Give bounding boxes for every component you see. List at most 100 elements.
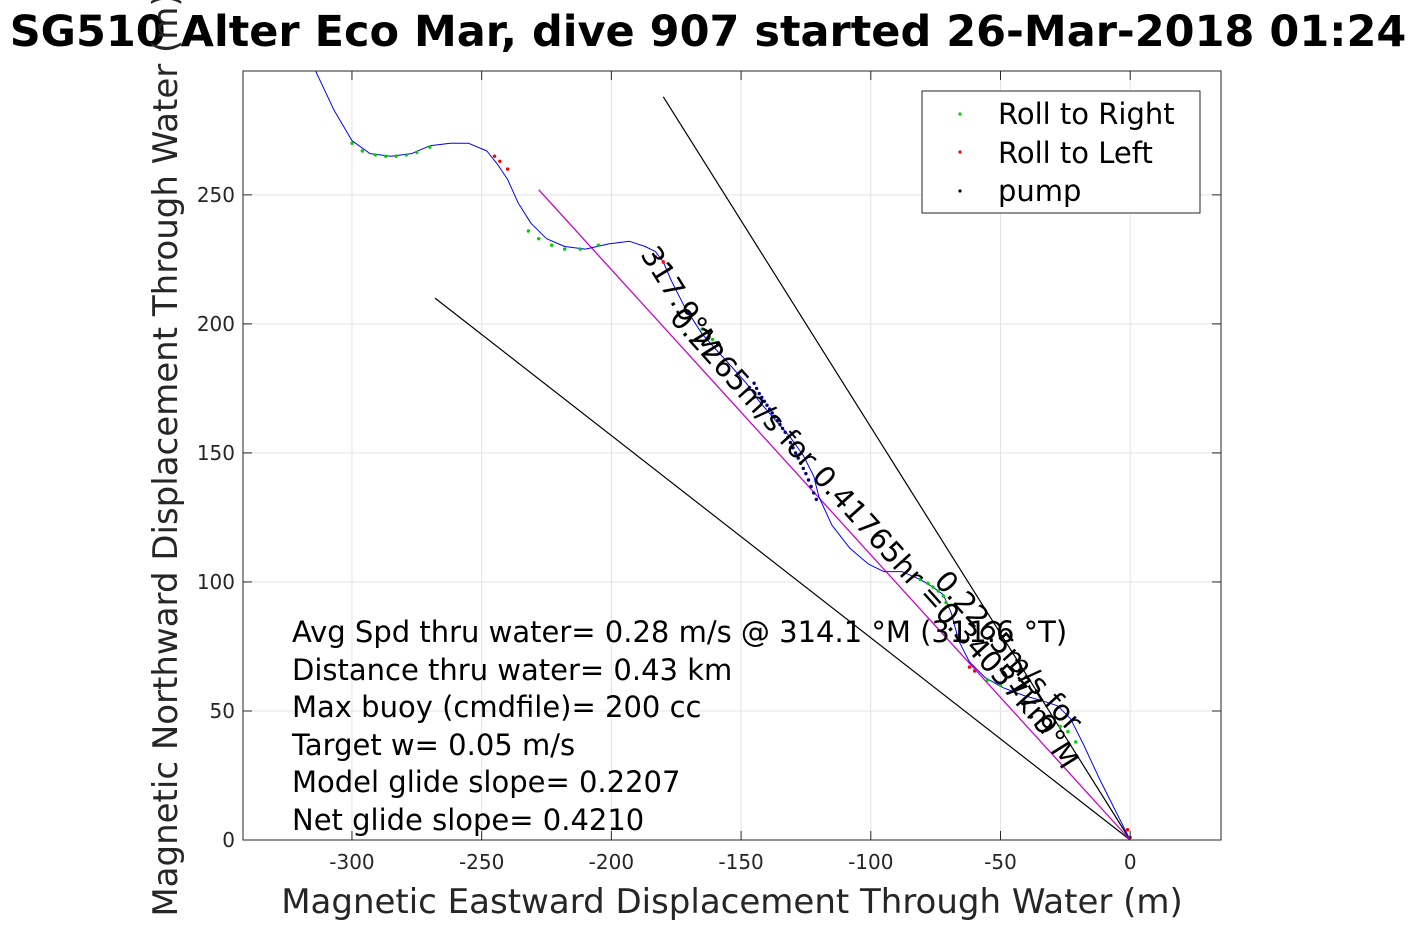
roll-right-point (918, 577, 922, 582)
roll-right-point (578, 247, 582, 251)
x-tick-label: -300 (329, 850, 374, 874)
pump-point (796, 456, 800, 460)
roll-left-point (972, 669, 977, 673)
roll-left-point (505, 167, 510, 171)
roll-and-pump-markers (350, 141, 1132, 840)
roll-right-point (985, 678, 990, 682)
pump-point (765, 403, 769, 407)
roll-right-point (404, 153, 409, 157)
info-model-glide-slope: Model glide slope= 0.2207 (292, 765, 680, 799)
pump-point (775, 419, 780, 423)
x-tick-label: -50 (984, 850, 1017, 874)
y-tick-label: 200 (197, 312, 235, 336)
pump-point (760, 395, 764, 400)
course-cone-lines (434, 96, 1131, 841)
roll-right-point (350, 141, 354, 145)
glider-track (315, 71, 1131, 840)
y-axis-ticks: 0 50 100 150 200 250 (197, 183, 1221, 852)
roll-right-point (596, 243, 601, 247)
x-tick-label: -250 (459, 850, 504, 874)
x-tick-label: -150 (718, 850, 763, 874)
roll-right-point (700, 327, 704, 331)
x-axis-label: Magnetic Eastward Displacement Through W… (281, 882, 1183, 922)
pump-point (791, 446, 795, 450)
y-tick-label: 0 (222, 828, 235, 852)
legend-marker-pump (958, 189, 962, 193)
roll-right-point (373, 153, 377, 157)
roll-right-point (394, 154, 398, 158)
legend-label-roll-right: Roll to Right (998, 97, 1175, 131)
y-axis-label: Magnetic Northward Displacement Through … (146, 0, 186, 917)
roll-right-point (360, 149, 364, 153)
legend-label-pump: pump (998, 174, 1081, 208)
roll-left-point (498, 159, 502, 163)
pump-point (801, 466, 805, 471)
roll-right-point (1058, 724, 1062, 729)
pump-point (752, 381, 756, 385)
roll-left-point (661, 260, 665, 264)
roll-left-point (492, 154, 497, 158)
roll-left-point (1125, 828, 1130, 832)
roll-right-point (537, 237, 541, 241)
roll-right-point (1066, 729, 1070, 734)
pump-point (773, 415, 777, 419)
roll-right-point (1074, 740, 1078, 744)
info-target-w: Target w= 0.05 m/s (291, 728, 575, 762)
info-distance: Distance thru water= 0.43 km (292, 653, 732, 687)
roll-left-point (967, 665, 972, 669)
legend-label-roll-left: Roll to Left (998, 136, 1153, 170)
plot-frame (242, 70, 1222, 841)
pump-point (804, 471, 808, 476)
roll-left-point (653, 255, 658, 259)
legend: Roll to Right Roll to Left pump (921, 90, 1201, 214)
pump-point (793, 451, 798, 455)
legend-marker-roll-right (958, 112, 962, 116)
pump-point (799, 461, 803, 465)
roll-right-point (550, 243, 554, 247)
roll-right-point (428, 145, 432, 149)
chart-title: SG510 Alter Eco Mar, dive 907 started 26… (10, 7, 1407, 57)
pump-point (762, 399, 767, 403)
roll-right-point (563, 247, 567, 251)
x-tick-label: -200 (589, 850, 634, 874)
roll-left-point (666, 268, 671, 272)
roll-right-point (415, 150, 419, 154)
pump-point (788, 440, 793, 445)
roll-right-point (998, 683, 1003, 687)
pump-point (757, 391, 761, 396)
pump-point (812, 491, 816, 495)
info-text-block: Avg Spd thru water= 0.28 m/s @ 314.1 °M … (291, 615, 1067, 837)
pump-point (786, 435, 790, 440)
pump-point (814, 497, 818, 502)
pump-point (767, 407, 772, 411)
roll-right-point (941, 594, 946, 598)
pump-point (770, 411, 774, 415)
x-tick-label: 0 (1124, 850, 1137, 874)
series-track-line (315, 71, 1131, 840)
y-tick-label: 50 (210, 699, 235, 723)
roll-right-point (936, 589, 940, 593)
y-tick-label: 250 (197, 183, 235, 207)
pump-point (780, 426, 785, 431)
info-avg-speed: Avg Spd thru water= 0.28 m/s @ 314.1 °M … (292, 615, 1067, 649)
pump-point (754, 386, 759, 391)
y-tick-label: 150 (197, 441, 235, 465)
roll-right-point (931, 585, 935, 589)
series-glide-line (538, 189, 1131, 841)
x-tick-label: -100 (848, 850, 893, 874)
series-cone-lower-line (434, 297, 1131, 841)
pump-point (806, 478, 811, 482)
y-tick-label: 100 (197, 570, 235, 594)
legend-marker-roll-left (958, 150, 962, 154)
info-max-buoy: Max buoy (cmdfile)= 200 cc (292, 690, 701, 724)
roll-right-point (710, 337, 715, 342)
pump-point (783, 430, 787, 434)
info-net-glide-slope: Net glide slope= 0.4210 (292, 803, 644, 837)
roll-right-point (944, 600, 948, 605)
x-axis-ticks: -300 -250 -200 -150 -100 -50 0 (329, 71, 1137, 874)
roll-right-point (384, 154, 388, 158)
series-cone-upper-line (662, 96, 1131, 841)
pump-point (809, 484, 813, 489)
legend-box (921, 90, 1201, 214)
pump-point (778, 422, 782, 427)
